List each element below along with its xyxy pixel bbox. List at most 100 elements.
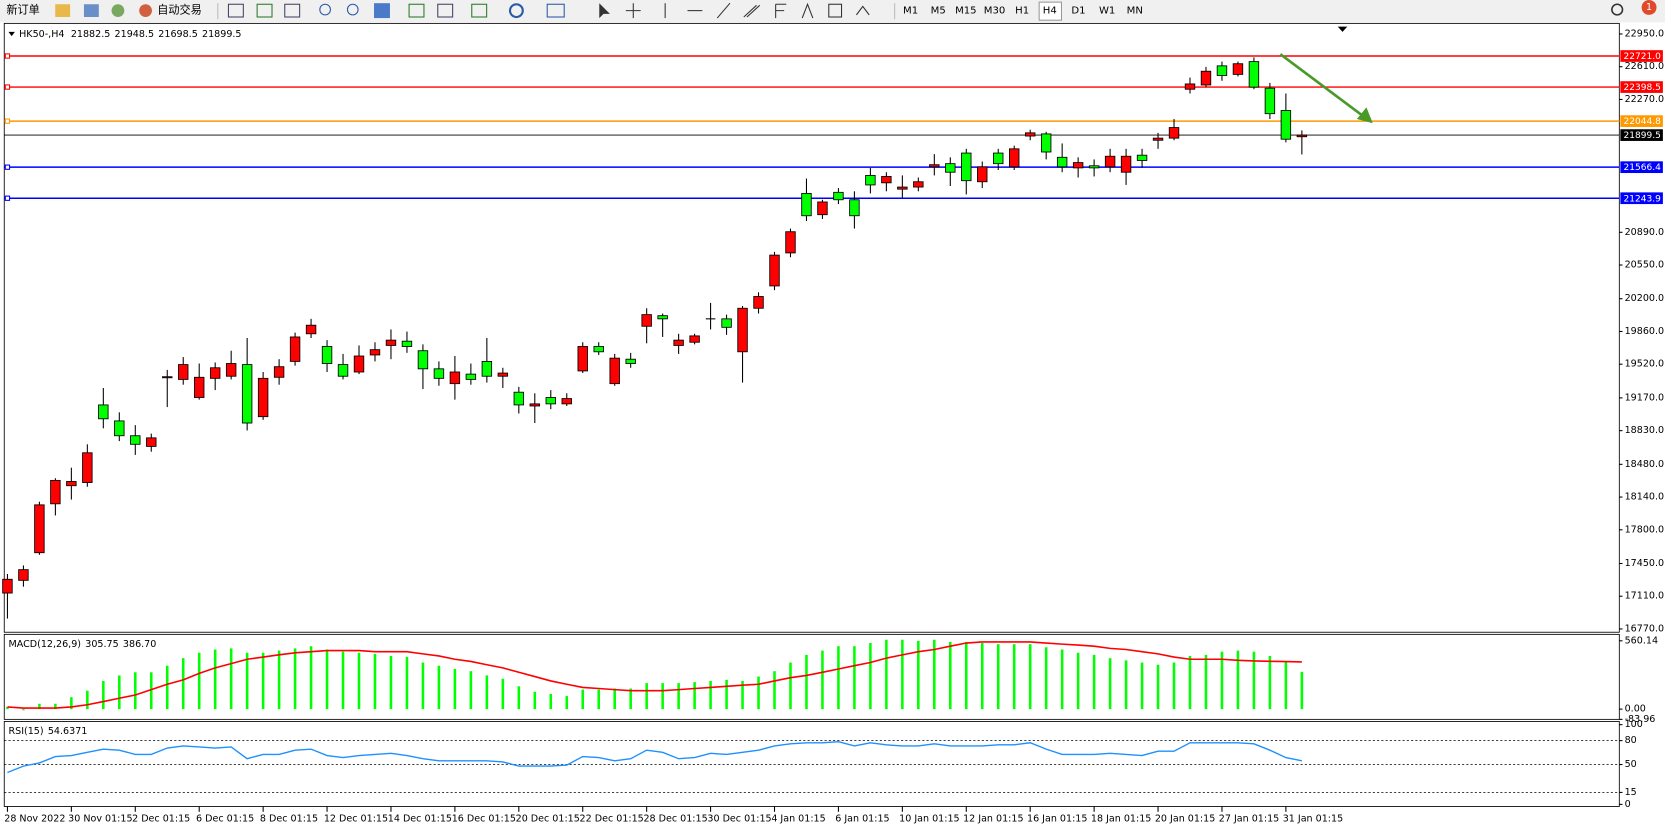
new-order-button[interactable]: 新订单 [6,3,39,17]
rsi-header: RSI(15) 54.6371 [9,726,88,737]
macd-bar [1012,644,1016,710]
candle-body [673,339,684,346]
y-tick-label: 16770.0 [1625,623,1664,634]
icon[interactable] [408,3,425,18]
candle-body [1056,156,1068,168]
icon[interactable] [256,3,273,18]
candle-body [689,335,700,343]
icon[interactable] [508,3,524,19]
icon[interactable] [599,3,610,19]
macd-bar [964,641,968,710]
macd-bar [1108,658,1112,710]
candle-body [513,391,525,406]
timeframe-button[interactable]: M15 [955,6,977,17]
notification-badge[interactable] [1641,0,1657,15]
icon[interactable] [284,3,301,18]
candle-body [641,314,652,327]
icon[interactable] [625,3,641,19]
macd-bar [357,652,361,710]
timeframe-button[interactable]: M1 [903,6,918,17]
search-icon[interactable] [1611,3,1624,16]
x-tick-label: 12 Dec 01:15 [324,814,388,825]
candle-body [449,371,461,385]
level-label-box [1620,161,1663,174]
timeframe-button[interactable]: MN [1127,6,1143,17]
timeframe-button[interactable]: W1 [1099,6,1115,17]
icon[interactable] [775,3,787,19]
timeframe-button[interactable]: H1 [1015,6,1029,17]
icon[interactable] [855,5,870,16]
y-tick-label: 17800.0 [1625,524,1664,535]
candle-body [1216,65,1228,76]
candle-body [178,364,189,380]
icon[interactable] [828,3,843,18]
timeframe-button[interactable]: M5 [931,6,946,17]
level-label-box [1620,115,1663,127]
icon[interactable] [743,4,761,18]
timeframe-button[interactable]: M30 [984,6,1006,17]
icon[interactable] [437,3,454,18]
x-tick-label: 22 Dec 01:15 [580,814,644,825]
candle-body [1264,87,1276,115]
x-tick-label: 30 Nov 01:15 [68,814,132,825]
macd-bar [853,646,856,710]
icon[interactable] [55,4,71,18]
candle-body [1040,133,1052,153]
macd-bar [901,639,904,710]
candle-body [1104,155,1116,168]
icon[interactable] [801,2,814,19]
macd-bar [325,649,329,710]
candle-body [98,404,109,420]
icon[interactable] [83,4,99,18]
level-label: 21899.5 [1624,131,1661,141]
annotation-arrow [1279,53,1366,118]
icon[interactable] [227,3,244,18]
macd-bar [1124,660,1128,710]
macd-bar [533,691,537,710]
candle-body [130,435,141,445]
timeframe-button[interactable]: H4 [1043,6,1057,17]
icon[interactable] [471,3,488,18]
x-tick-label: 27 Jan 01:15 [1219,814,1279,825]
macd-bar [485,675,489,710]
icon[interactable] [319,3,331,16]
icon[interactable] [111,4,125,18]
macd-bar [821,650,824,710]
macd-bar [1140,662,1144,710]
timeframe-button[interactable]: D1 [1071,6,1085,17]
candle-body [162,376,173,379]
icon[interactable] [716,2,731,19]
x-tick-label: 4 Jan 01:15 [771,814,825,825]
candle-body [82,452,93,483]
macd-bar [1172,662,1176,710]
macd-bar [1076,652,1080,710]
candle-body [241,364,253,424]
macd-bar [1028,644,1032,710]
auto-trading-button[interactable]: 自动交易 [157,3,202,17]
candle-body [1296,134,1308,138]
icon[interactable] [374,3,390,19]
level-handle [4,118,11,124]
macd-bar [597,689,600,710]
icon[interactable] [139,4,152,18]
x-tick-label: 20 Jan 01:15 [1155,814,1215,825]
rsi-title: RSI(15) [9,726,44,737]
icon[interactable] [346,3,359,16]
y-tick-label: 80 [1625,735,1637,746]
notification-count: 1 [1646,2,1652,13]
signal-value: 386.70 [123,638,156,649]
macd-bar [229,648,233,710]
icon[interactable] [546,3,565,18]
candle-body [209,367,221,379]
candle-body [657,315,668,320]
annotation-arrowhead [1356,107,1373,124]
macd-bar [22,709,25,711]
x-tick-label: 18 Jan 01:15 [1091,814,1151,825]
x-tick-label: 10 Jan 01:15 [899,814,959,825]
x-tick-label: 6 Jan 01:15 [835,814,889,825]
level-label: 22721.0 [1624,52,1662,62]
x-tick-label: 2 Dec 01:15 [132,814,190,825]
candle-body [1248,61,1260,88]
candle-body [146,437,157,447]
x-tick-label: 16 Jan 01:15 [1027,814,1087,825]
